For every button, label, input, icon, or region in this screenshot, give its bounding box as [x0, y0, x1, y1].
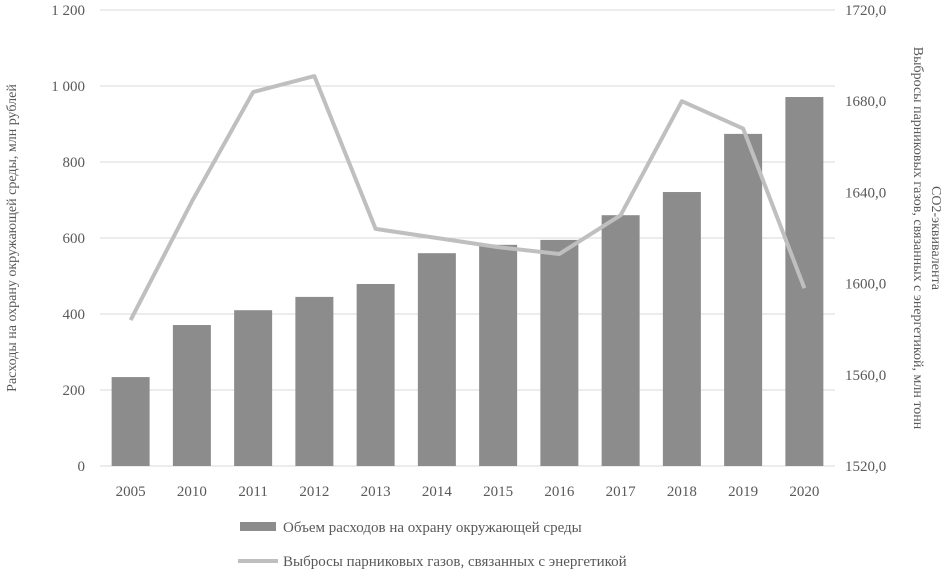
x-tick-label: 2018 — [667, 484, 697, 500]
y-tick-label: 1 200 — [51, 3, 85, 19]
bar-2010 — [172, 325, 211, 466]
legend-bar-swatch — [240, 522, 276, 531]
bar-2016 — [540, 239, 579, 466]
bar-2015 — [479, 244, 518, 466]
x-tick-label: 2016 — [544, 484, 575, 500]
y2-axis-label-line2: СО2-эквивалента — [928, 186, 943, 291]
y-tick-label: 0 — [78, 459, 86, 475]
bar-2011 — [234, 310, 273, 466]
y2-axis-label-line1: Выбросы парниковых газов, связанных с эн… — [910, 47, 925, 430]
y-tick-label: 400 — [63, 307, 86, 323]
bar-2018 — [662, 192, 701, 466]
y-axis-label: Расходы на охрану окружающей среды, млн … — [5, 84, 20, 392]
x-tick-label: 2013 — [361, 484, 391, 500]
bar-2019 — [724, 133, 763, 466]
x-tick-label: 2015 — [483, 484, 513, 500]
y-tick-label: 200 — [63, 383, 86, 399]
y-tick-label: 600 — [63, 231, 86, 247]
legend-line-label: Выбросы парниковых газов, связанных с эн… — [283, 554, 627, 570]
y2-tick-label: 1520,0 — [845, 459, 886, 475]
y2-tick-label: 1640,0 — [845, 185, 886, 201]
x-tick-label: 2005 — [116, 484, 146, 500]
x-tick-label: 2017 — [606, 484, 637, 500]
y-tick-label: 1 000 — [51, 79, 85, 95]
bar-2017 — [601, 215, 640, 466]
bar-2014 — [417, 253, 456, 466]
y2-tick-label: 1720,0 — [845, 3, 886, 19]
bar-2012 — [295, 296, 334, 466]
x-tick-label: 2010 — [177, 484, 207, 500]
x-tick-label: 2011 — [238, 484, 267, 500]
x-tick-label: 2014 — [422, 484, 453, 500]
y2-tick-label: 1560,0 — [845, 368, 886, 384]
bar-2020 — [785, 97, 824, 467]
x-tick-label: 2019 — [728, 484, 758, 500]
bar-2005 — [111, 377, 150, 466]
y2-tick-label: 1680,0 — [845, 94, 886, 110]
x-tick-label: 2012 — [299, 484, 329, 500]
y2-tick-label: 1600,0 — [845, 277, 886, 293]
x-tick-label: 2020 — [789, 484, 819, 500]
bar-2013 — [356, 283, 395, 466]
emissions-line — [128, 74, 807, 321]
y-tick-label: 800 — [63, 155, 86, 171]
legend-bar-label: Объем расходов на охрану окружающей сред… — [283, 520, 582, 536]
